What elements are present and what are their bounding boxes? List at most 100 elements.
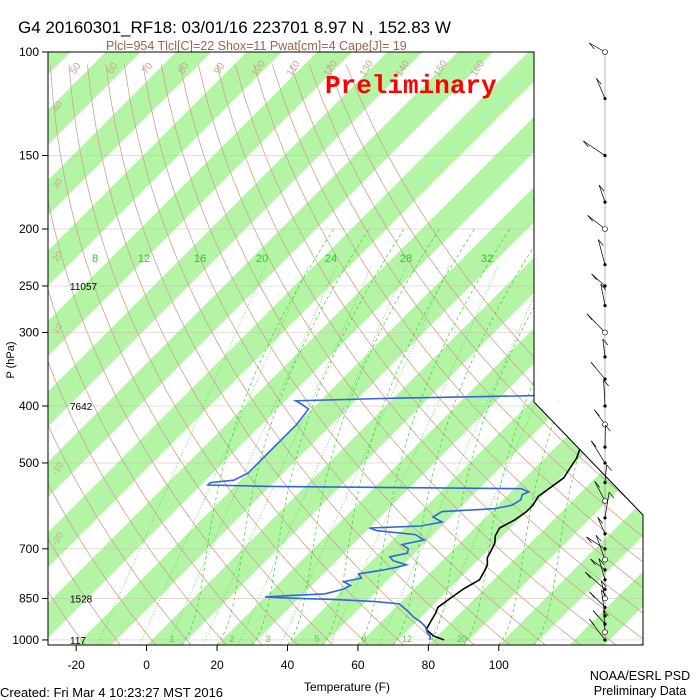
wind-barb — [603, 379, 606, 406]
mixing-ratio-line — [280, 264, 450, 645]
wind-barb-feather — [596, 78, 602, 85]
wind-barb — [600, 580, 606, 599]
wind-barb-feather — [606, 464, 612, 471]
wind-barb — [583, 140, 606, 156]
wind-barb-feather — [585, 571, 591, 579]
x-tick-label: 80 — [422, 658, 436, 672]
wind-barbs — [583, 42, 615, 642]
dry-adiabat — [345, 64, 643, 645]
height-label: 117 — [70, 636, 86, 647]
temperature-band — [146, 52, 643, 645]
y-tick-label: 150 — [19, 149, 39, 163]
wind-barb — [590, 440, 606, 464]
wind-barb-feather — [598, 239, 604, 246]
wind-barb-station — [602, 498, 608, 504]
y-tick-label: 400 — [19, 399, 39, 413]
dry-adiabat — [48, 64, 298, 645]
moist-adiabat — [287, 228, 440, 645]
wind-barb-station — [602, 49, 608, 55]
footer-org: NOAA/ESRL PSD — [590, 669, 690, 683]
temperature-band — [639, 52, 643, 645]
wind-barb-feather — [592, 610, 599, 617]
mixing-ratio-line — [237, 264, 408, 645]
wind-barb — [597, 517, 606, 534]
height-label: 7642 — [70, 402, 93, 413]
wind-barb — [603, 610, 606, 633]
x-tick-label: 20 — [210, 658, 224, 672]
moist-adiabat — [216, 228, 370, 645]
wind-barb-feather — [601, 589, 607, 597]
mixing-ratio-label: 8 — [92, 253, 98, 265]
mixing-ratio-bottom-label: 1 — [169, 634, 174, 644]
wind-barb-station — [603, 445, 607, 449]
footer-preliminary: Preliminary Data — [594, 684, 686, 698]
wind-barb-station — [603, 284, 607, 288]
wind-barb-station — [602, 556, 608, 563]
wind-barb — [595, 535, 606, 560]
wind-barb-feather — [587, 215, 593, 222]
dry-adiabat — [142, 64, 511, 645]
wind-barb-station — [603, 532, 607, 536]
moist-adiabat — [357, 228, 511, 645]
wind-barb-feather — [589, 618, 595, 626]
wind-barb-feather — [590, 361, 597, 369]
wind-barb — [591, 273, 606, 287]
dry-adiabat — [124, 64, 475, 645]
wind-barb-station — [603, 304, 607, 308]
wind-barb-feather — [589, 42, 595, 50]
wind-barb-station — [603, 516, 607, 520]
dry-adiabat — [253, 64, 643, 645]
wind-barb-station — [602, 226, 608, 232]
y-tick-label: 250 — [19, 279, 39, 293]
wind-barb-feather — [595, 534, 602, 542]
dry-adiabat — [327, 64, 643, 645]
dry-adiabat — [216, 64, 643, 645]
wind-barb-feather — [586, 536, 592, 544]
wind-barb — [590, 558, 606, 571]
dry-adiabat-label: 30 — [51, 177, 65, 191]
wind-barb-station — [602, 595, 608, 602]
axes: -20 0 20 40 60 80 1001001502002503004005007008… — [12, 45, 509, 672]
mixing-ratio-label: 24 — [325, 253, 337, 265]
wind-barb-station — [603, 578, 607, 582]
mixing-ratio-bottom-label: 8 — [361, 634, 366, 644]
wind-barb-station — [603, 461, 607, 465]
wind-barb — [600, 283, 606, 306]
dry-adiabat — [308, 64, 643, 645]
wind-barb — [594, 481, 606, 502]
temperature-band — [48, 52, 530, 645]
dry-adiabat — [234, 64, 643, 645]
dry-adiabat — [68, 64, 369, 645]
dry-adiabat-label: 50 — [68, 61, 83, 77]
temperature-band — [357, 52, 643, 645]
preliminary-watermark: Preliminary — [325, 71, 497, 101]
dry-adiabat — [290, 64, 643, 645]
wind-barb — [585, 571, 606, 590]
wind-barb-station — [603, 568, 607, 572]
mixing-ratio-label: 16 — [194, 253, 206, 265]
mixing-ratio-line — [378, 264, 549, 645]
wind-barb-feather — [601, 580, 607, 588]
x-tick-label: 100 — [489, 658, 509, 672]
temperature-band — [287, 52, 643, 645]
y-tick-label: 1000 — [12, 633, 39, 647]
temperature-band — [48, 52, 460, 645]
y-tick-label: 700 — [19, 542, 39, 556]
wind-barb-feather — [605, 424, 611, 432]
x-tick-label: 60 — [351, 658, 365, 672]
wind-barb-station — [603, 587, 607, 591]
wind-barb-feather — [600, 283, 607, 291]
moist-adiabat-label: 20 — [582, 441, 602, 461]
plot-frame — [47, 51, 644, 646]
footer-created: Created: Fri Mar 4 10:23:27 MST 2016 — [0, 685, 223, 700]
wind-barb-station — [603, 547, 607, 551]
temperature-band — [48, 52, 389, 645]
wind-barb-station — [602, 629, 608, 635]
wind-barb-feather — [608, 491, 615, 499]
wind-barb-feather — [603, 379, 609, 387]
dry-adiabats — [48, 64, 643, 645]
temperature-band — [569, 52, 643, 645]
dry-adiabat-label: 20 — [51, 250, 65, 264]
mixing-ratio-bottom-label: 5 — [314, 634, 319, 644]
